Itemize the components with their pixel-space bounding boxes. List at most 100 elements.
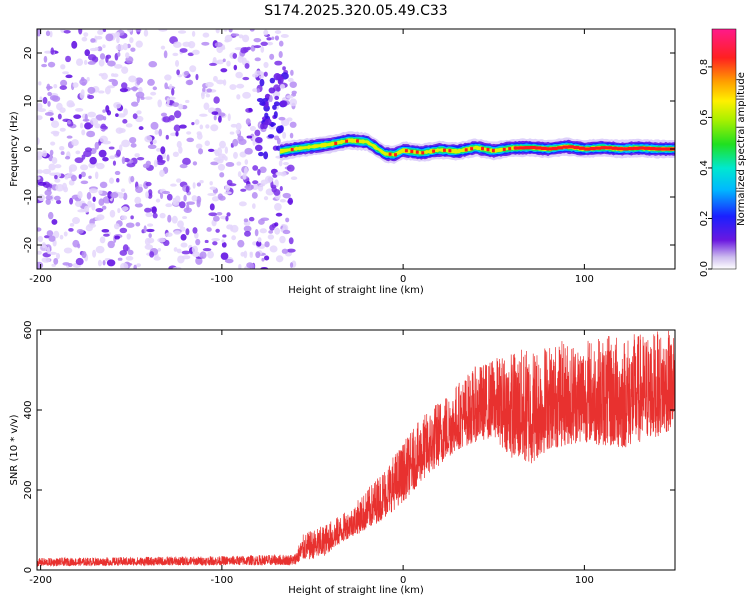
spectrogram-noise-cell <box>114 170 121 176</box>
spectrogram-noise-cell <box>250 184 254 190</box>
spectrogram-noise-cell <box>254 229 259 237</box>
spectrogram-noise-cell <box>111 73 115 77</box>
spectrogram-noise-cell <box>135 222 141 227</box>
spectrogram-noise-cell <box>65 74 73 79</box>
spectrogram-noise-cell <box>165 203 173 208</box>
spectrogram-noise-cell <box>195 238 201 246</box>
spectrogram-noise-cell <box>205 124 210 129</box>
spectrogram-noise-cell <box>249 29 255 32</box>
spectrogram-noise-cell <box>216 211 223 216</box>
spectrogram-signal-peak <box>356 139 359 143</box>
spectrogram-noise-cell <box>72 239 80 248</box>
spectrogram-noise-cell <box>202 247 212 252</box>
spectrogram-noise-cell <box>253 37 262 43</box>
spectrogram-noise-cell <box>263 196 269 201</box>
spectrogram-noise-cell <box>224 184 231 192</box>
spectrogram-noise-cell <box>254 129 261 137</box>
spectrogram-noise-cell <box>77 209 86 213</box>
spectrogram-noise-cell <box>47 211 54 220</box>
spectrogram-noise-cell <box>272 90 281 98</box>
spectrogram-noise-cell <box>164 74 172 81</box>
spectrogram-noise-cell <box>90 38 96 43</box>
spectrogram-noise-cell <box>92 249 97 258</box>
spectrogram-noise-cell <box>232 138 239 147</box>
spectrogram-noise-cell <box>80 89 85 96</box>
spectrogram-noise-cell <box>97 259 102 267</box>
spectrogram-noise-cell <box>242 76 250 81</box>
spectrogram-noise-cell <box>46 83 51 91</box>
spectrogram-noise-cell <box>209 203 215 211</box>
spectrogram-noise-cell <box>152 139 157 144</box>
spectrogram-noise-cell <box>115 113 119 117</box>
spectrogram-noise-cell <box>210 161 219 166</box>
spectrogram-noise-cell <box>168 115 175 121</box>
spectrogram-noise-cell <box>105 33 114 42</box>
spectrogram-noise-cell <box>56 102 63 111</box>
spectrogram-noise-cell <box>279 235 286 244</box>
spectrogram-signal-peak <box>502 147 506 152</box>
spectrogram-signal-peak <box>655 147 661 151</box>
spectrogram-noise-cell <box>157 99 163 108</box>
snr-plot-area <box>37 330 675 570</box>
spectrogram-noise-cell <box>213 157 223 162</box>
spectrogram-signal-peak <box>524 146 531 150</box>
spectrogram-noise-cell <box>73 114 82 119</box>
spectrogram-y-tick-label: 20 <box>23 47 34 60</box>
spectrogram-noise-cell <box>121 156 126 165</box>
spectrogram-noise-cell <box>147 237 155 244</box>
spectrogram-signal-peak <box>530 145 536 150</box>
spectrogram-noise-cell <box>251 191 258 199</box>
spectrogram-noise-cell <box>74 200 83 207</box>
spectrogram-noise-cell <box>252 88 258 93</box>
spectrogram-noise-cell <box>95 114 105 121</box>
spectrogram-noise-cell <box>136 80 141 85</box>
spectrogram-noise-cell <box>121 66 129 74</box>
spectrogram-noise-cell <box>49 149 54 156</box>
snr-series <box>37 330 675 567</box>
spectrogram-noise-cell <box>263 61 269 69</box>
spectrogram-noise-cell <box>144 207 152 213</box>
spectrogram-noise-cell <box>172 52 179 57</box>
spectrogram-noise-cell <box>235 122 242 131</box>
spectrogram-noise-cell <box>107 60 116 67</box>
spectrogram-noise-cell <box>245 183 254 191</box>
spectrogram-noise-cell <box>258 151 264 157</box>
spectrogram-noise-cell <box>80 164 89 171</box>
spectrogram-noise-cell <box>145 181 152 187</box>
spectrogram-signal-peak <box>546 147 553 151</box>
spectrogram-noise-cell <box>123 108 128 116</box>
spectrogram-noise-cell <box>86 77 90 82</box>
snr-y-label: SNR (10 * v/v) <box>9 414 20 485</box>
spectrogram-noise-cell <box>62 182 68 191</box>
spectrogram-noise-cell <box>53 195 61 201</box>
spectrogram-noise-cell <box>49 172 58 176</box>
spectrogram-noise-cell <box>246 46 251 51</box>
spectrogram-noise-cell <box>115 44 125 51</box>
spectrogram-noise-cell <box>89 156 97 165</box>
spectrogram-noise-cell <box>117 207 121 214</box>
spectrogram-noise-cell <box>38 81 42 86</box>
spectrogram-noise-cell <box>172 102 180 107</box>
spectrogram-noise-cell <box>223 29 228 32</box>
spectrogram-noise-cell <box>37 176 41 180</box>
spectrogram-noise-cell <box>132 113 138 120</box>
spectrogram-noise-cell <box>212 241 218 246</box>
spectrogram-noise-cell <box>143 29 149 37</box>
spectrogram-noise-cell <box>173 247 178 252</box>
spectrogram-noise-cell <box>178 103 184 110</box>
spectrogram-noise-cell <box>135 185 143 194</box>
spectrogram-noise-cell <box>208 212 218 217</box>
spectrogram-noise-cell <box>70 174 77 182</box>
spectrogram-signal-peak <box>578 146 585 150</box>
spectrogram-noise-cell <box>37 29 42 37</box>
spectrogram-signal-peak <box>491 148 495 153</box>
spectrogram-noise-cell <box>42 168 52 175</box>
spectrogram-noise-cell <box>279 100 288 108</box>
spectrogram-x-tick-label: -200 <box>29 274 52 285</box>
spectrogram-noise-cell <box>59 127 66 132</box>
spectrogram-noise-cell <box>162 116 171 123</box>
spectrogram-noise-cell <box>172 266 182 269</box>
spectrogram-noise-cell <box>286 248 296 253</box>
spectrogram-signal-peak <box>345 139 349 143</box>
